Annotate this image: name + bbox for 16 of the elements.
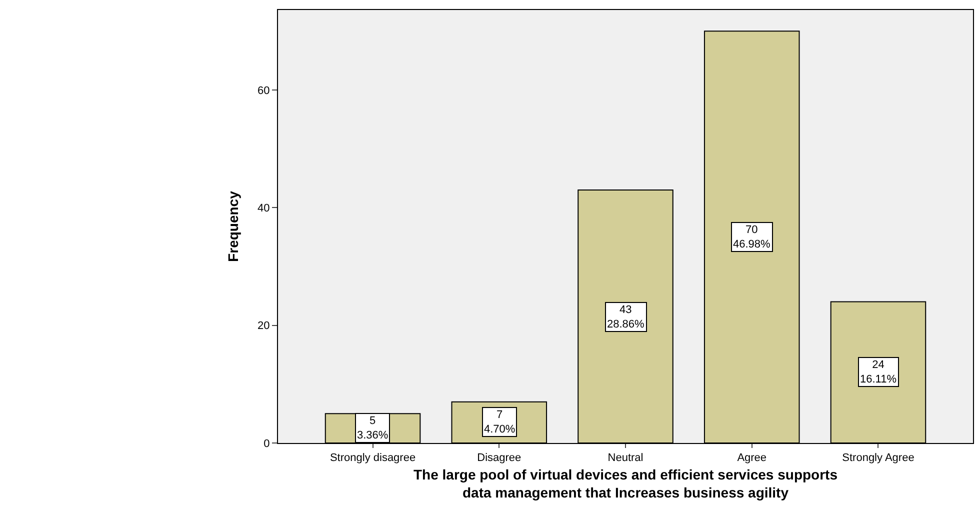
x-tick-label: Disagree — [477, 452, 522, 464]
x-axis-title: The large pool of virtual devices and efficient services supports data management that Increases business agility — [413, 466, 838, 501]
x-tick-label: Neutral — [608, 452, 644, 464]
data-label: 5 3.36% — [357, 415, 388, 442]
data-label: 70 46.98% — [733, 224, 771, 250]
y-tick-label: 40 — [258, 202, 270, 215]
x-tick-label: Strongly Agree — [842, 452, 914, 464]
y-tick-label: 60 — [258, 84, 270, 97]
y-tick-label: 20 — [258, 320, 270, 332]
data-label: 7 4.70% — [484, 409, 516, 436]
y-tick-label: 0 — [264, 438, 270, 450]
y-axis-title: Frequency — [225, 190, 242, 262]
data-label: 43 28.86% — [607, 304, 645, 330]
x-tick-label: Agree — [737, 452, 767, 464]
data-label: 24 16.11% — [860, 359, 897, 386]
x-tick-label: Strongly disagree — [330, 452, 416, 464]
